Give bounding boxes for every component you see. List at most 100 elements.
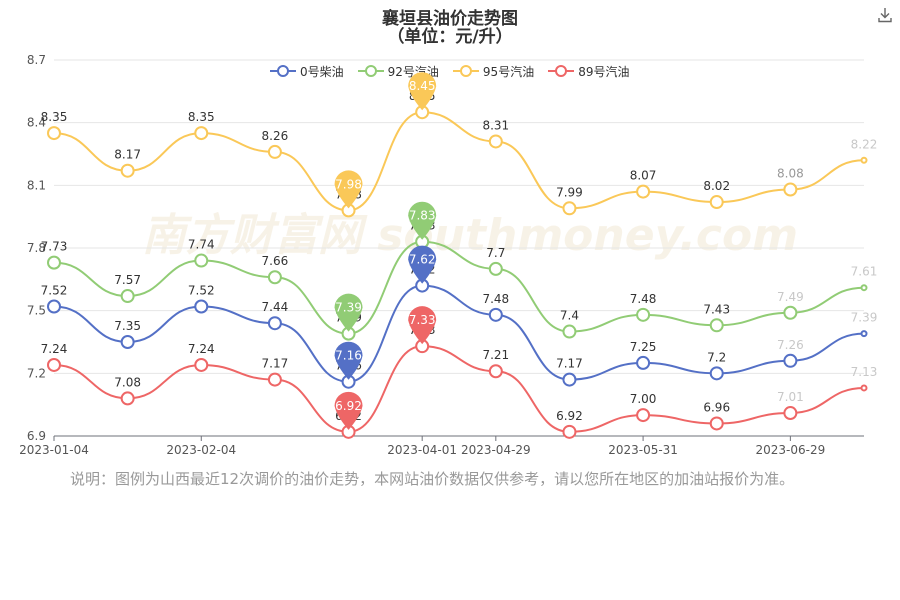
data-point xyxy=(562,324,577,339)
data-label: 7.61 xyxy=(851,265,878,279)
data-label: 7.43 xyxy=(703,302,730,316)
legend-symbol-icon xyxy=(452,65,479,77)
data-point xyxy=(860,330,868,338)
mark-point-pin xyxy=(408,72,437,111)
data-point xyxy=(636,184,651,199)
chart-title: 襄垣县油价走势图 xyxy=(382,9,518,29)
data-point xyxy=(562,201,577,216)
data-point xyxy=(47,357,61,372)
data-point xyxy=(47,126,61,141)
data-point xyxy=(783,305,798,320)
data-point xyxy=(636,307,651,322)
data-label: 7.2 xyxy=(707,350,726,364)
legend-label: 0号柴油 xyxy=(300,64,344,79)
data-label: 8.31 xyxy=(482,118,509,132)
legend-item[interactable]: 95号汽油 xyxy=(452,63,535,80)
x-tick-label: 2023-06-29 xyxy=(755,443,825,457)
data-point xyxy=(120,289,135,304)
data-label: 7.01 xyxy=(777,390,804,404)
mark-point-pin xyxy=(334,170,363,209)
data-point xyxy=(194,253,209,268)
data-point xyxy=(709,195,724,210)
legend-item[interactable]: 0号柴油 xyxy=(270,63,344,80)
mark-point-pin xyxy=(408,201,437,240)
legend-item[interactable]: 89号汽油 xyxy=(548,63,629,80)
data-label: 7.39 xyxy=(851,311,878,325)
mark-point-label: 6.92 xyxy=(335,399,362,413)
data-label: 7.52 xyxy=(41,283,68,297)
y-tick-label: 6.9 xyxy=(27,429,46,443)
mark-point-pin xyxy=(408,306,437,345)
data-point xyxy=(860,156,868,164)
mark-point-label: 7.83 xyxy=(409,209,436,223)
data-point xyxy=(488,364,503,379)
data-label: 7.7 xyxy=(486,246,505,260)
data-point xyxy=(783,182,798,197)
data-point xyxy=(47,299,61,314)
data-label: 7.17 xyxy=(262,357,289,371)
x-tick-label: 2023-04-01 xyxy=(387,443,457,457)
series-line-3 xyxy=(53,345,865,433)
data-point xyxy=(562,424,577,439)
mark-point-pin xyxy=(408,245,437,284)
data-point xyxy=(636,408,651,423)
legend-label: 89号汽油 xyxy=(578,64,630,79)
data-label: 7.35 xyxy=(114,319,141,333)
data-label: 7.24 xyxy=(41,342,68,356)
data-label: 7.4 xyxy=(560,309,579,323)
data-point xyxy=(267,316,282,331)
data-label: 7.08 xyxy=(114,375,141,389)
series-line-2 xyxy=(53,111,865,212)
mark-point-pin xyxy=(334,341,363,380)
data-label: 7.21 xyxy=(482,348,509,362)
data-point xyxy=(709,416,724,431)
y-tick-label: 8.4 xyxy=(27,116,46,130)
data-label: 7.17 xyxy=(556,357,583,371)
data-label: 7.25 xyxy=(630,340,657,354)
download-icon[interactable] xyxy=(876,6,894,24)
data-point xyxy=(488,307,503,322)
data-label: 7.99 xyxy=(556,185,583,199)
data-label: 8.02 xyxy=(703,179,730,193)
data-point xyxy=(488,261,503,276)
data-label: 7.57 xyxy=(114,273,141,287)
mark-point-label: 7.62 xyxy=(409,253,436,267)
chart-note: 说明：图例为山西最近12次调价的油价走势，本网站油价数据仅供参考，请以您所在地区… xyxy=(70,470,795,488)
legend-symbol-icon xyxy=(357,65,384,77)
legend-symbol-icon xyxy=(270,65,296,77)
data-point xyxy=(47,255,61,270)
data-point xyxy=(488,134,503,149)
data-label: 7.13 xyxy=(851,365,878,379)
watermark: 南方财富网 southmoney.com xyxy=(142,210,798,261)
data-label: 7.49 xyxy=(777,290,804,304)
data-label: 7.24 xyxy=(188,342,215,356)
data-label: 8.17 xyxy=(114,148,141,162)
data-label: 7.48 xyxy=(482,292,509,306)
data-label: 8.35 xyxy=(188,110,215,124)
data-point xyxy=(194,299,209,314)
mark-point-pin xyxy=(334,293,363,332)
data-point xyxy=(120,391,135,406)
data-point xyxy=(636,355,651,370)
data-label: 8.35 xyxy=(41,110,68,124)
y-tick-label: 8.7 xyxy=(27,53,46,67)
data-point xyxy=(860,284,868,292)
data-point xyxy=(194,357,209,372)
data-point xyxy=(194,126,209,141)
legend-label: 95号汽油 xyxy=(482,64,535,79)
y-tick-label: 8.1 xyxy=(27,178,46,192)
data-label: 6.92 xyxy=(556,409,583,423)
legend-symbol-icon xyxy=(548,65,575,77)
data-label: 7.73 xyxy=(41,240,68,254)
series-line-0 xyxy=(53,284,865,383)
data-label: 6.96 xyxy=(703,400,730,414)
data-point xyxy=(709,366,724,381)
data-label: 7.48 xyxy=(630,292,657,306)
y-tick-label: 7.5 xyxy=(27,304,46,318)
mark-point-label: 7.98 xyxy=(335,177,362,191)
mark-point-label: 7.39 xyxy=(335,301,362,315)
mark-point-label: 7.33 xyxy=(409,313,436,327)
data-label: 8.08 xyxy=(777,167,804,181)
mark-point-label: 8.45 xyxy=(409,79,436,93)
mark-point-pin xyxy=(334,391,363,430)
